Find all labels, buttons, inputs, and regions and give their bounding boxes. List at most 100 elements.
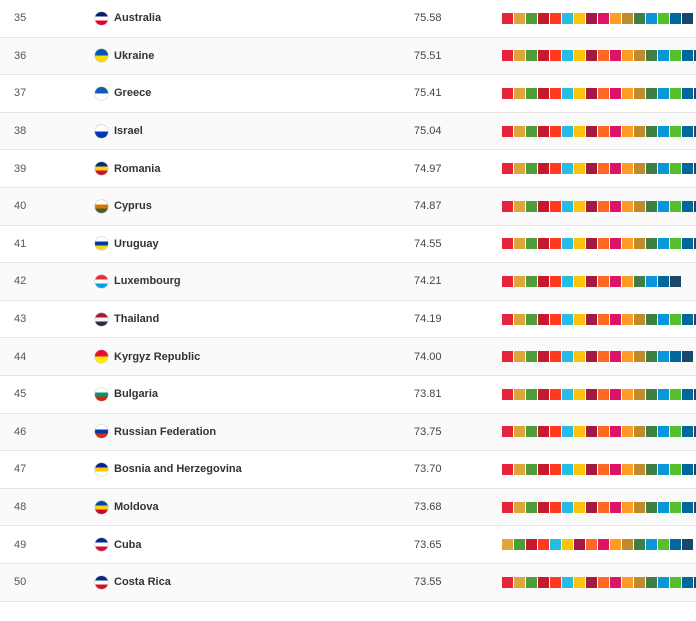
sdg-goal-segment (622, 313, 633, 325)
sdg-goal-segment (562, 351, 573, 363)
sdg-goal-segment (682, 426, 693, 438)
table-row[interactable]: 42 Luxembourg 74.21 (0, 263, 696, 301)
sdg-goal-segment (670, 238, 681, 250)
country-name-link[interactable]: Luxembourg (114, 275, 181, 288)
sdg-goal-segment (658, 388, 669, 400)
flag-romania-icon (95, 162, 108, 176)
sdg-goal-segment (574, 200, 585, 212)
sdg-goal-segment (502, 351, 513, 363)
index-score: 74.00 (414, 350, 442, 363)
country-name-link[interactable]: Romania (114, 162, 161, 175)
table-row[interactable]: 38 Israel 75.04 (0, 112, 696, 151)
sdg-goal-segment (502, 163, 513, 175)
sdg-goal-segment (658, 50, 669, 62)
sdg-goal-segment (502, 50, 513, 62)
sdg-goal-segment (622, 501, 633, 513)
sdg-goal-segment (670, 200, 681, 212)
table-row[interactable]: 44 Kyrgyz Republic 74.00 (0, 338, 696, 376)
table-row[interactable]: 35 Australia 75.58 (0, 0, 696, 38)
table-row[interactable]: 39 Romania 74.97 (0, 150, 696, 188)
country-name-link[interactable]: Russian Federation (114, 425, 217, 438)
table-row[interactable]: 45 Bulgaria 73.81 (0, 376, 696, 414)
table-row[interactable]: 43 Thailand 74.19 (0, 301, 696, 339)
sdg-goal-segment (562, 200, 573, 212)
sdg-goal-segment (634, 426, 645, 438)
sdg-goal-segment (574, 12, 585, 24)
country-name-link[interactable]: Australia (114, 12, 162, 25)
sdg-goal-segment (622, 50, 633, 62)
sdg-goal-segment (586, 12, 597, 24)
sdg-goal-segment (586, 238, 597, 250)
sdg-goal-segment (514, 87, 525, 99)
rank-number: 44 (14, 350, 27, 363)
sdg-goal-segment (622, 275, 633, 287)
sdg-goal-segment (586, 388, 597, 400)
country-name-link[interactable]: Greece (114, 87, 152, 100)
sdg-goal-segment (598, 576, 609, 588)
sdg-goal-segment (514, 539, 525, 551)
sdg-goal-segment (658, 576, 669, 588)
sdg-goal-dashboard-bar (502, 200, 696, 212)
sdg-goal-segment (670, 12, 681, 24)
sdg-goal-segment (634, 50, 645, 62)
table-row[interactable]: 40 Cyprus 74.87 (0, 187, 696, 226)
country-name-link[interactable]: Uruguay (114, 237, 159, 250)
sdg-goal-dashboard-bar (502, 388, 696, 400)
sdg-goal-segment (538, 200, 549, 212)
table-row[interactable]: 37 Greece 75.41 (0, 75, 696, 113)
sdg-goal-segment (670, 313, 681, 325)
sdg-goal-dashboard-bar (502, 238, 696, 250)
table-row[interactable]: 49 Cuba 73.65 (0, 526, 696, 564)
sdg-goal-dashboard-bar (502, 539, 693, 551)
sdg-goal-segment (670, 125, 681, 137)
country-name-link[interactable]: Israel (114, 125, 143, 138)
country-name-link[interactable]: Cuba (114, 538, 142, 551)
sdg-goal-segment (502, 539, 513, 551)
table-row[interactable]: 50 Costa Rica 73.55 (0, 563, 696, 602)
sdg-goal-segment (658, 463, 669, 475)
sdg-goal-segment (514, 501, 525, 513)
sdg-goal-segment (598, 275, 609, 287)
country-name-link[interactable]: Thailand (114, 313, 160, 326)
sdg-goal-segment (658, 351, 669, 363)
country-name-link[interactable]: Moldova (114, 501, 159, 514)
sdg-goal-segment (598, 12, 609, 24)
rank-number: 45 (14, 388, 27, 401)
sdg-goal-segment (538, 313, 549, 325)
sdg-goal-segment (598, 539, 609, 551)
country-name-link[interactable]: Bulgaria (114, 388, 159, 401)
rank-number: 50 (14, 576, 27, 589)
rank-number: 46 (14, 425, 27, 438)
sdg-goal-segment (538, 125, 549, 137)
sdg-goal-segment (622, 238, 633, 250)
sdg-goal-segment (622, 87, 633, 99)
sdg-goal-segment (682, 388, 693, 400)
country-name-link[interactable]: Kyrgyz Republic (114, 350, 201, 363)
table-row[interactable]: 48 Moldova 73.68 (0, 488, 696, 527)
table-row[interactable]: 47 Bosnia and Herzegovina 73.70 (0, 451, 696, 489)
sdg-goal-segment (622, 351, 633, 363)
sdg-goal-segment (670, 426, 681, 438)
country-name-link[interactable]: Bosnia and Herzegovina (114, 463, 242, 476)
sdg-goal-segment (502, 238, 513, 250)
country-name-link[interactable]: Ukraine (114, 49, 155, 62)
table-row[interactable]: 41 Uruguay 74.55 (0, 226, 696, 264)
sdg-goal-segment (550, 426, 561, 438)
sdg-goal-dashboard-bar (502, 501, 696, 513)
sdg-goal-segment (538, 87, 549, 99)
sdg-goal-segment (538, 539, 549, 551)
sdg-goal-segment (550, 87, 561, 99)
sdg-goal-segment (514, 125, 525, 137)
table-row[interactable]: 36 Ukraine 75.51 (0, 37, 696, 76)
sdg-goal-segment (670, 275, 681, 287)
sdg-goal-segment (502, 501, 513, 513)
flag-luxembourg-icon (95, 274, 108, 288)
country-name-link[interactable]: Costa Rica (114, 576, 171, 589)
sdg-goal-segment (586, 463, 597, 475)
sdg-goal-segment (610, 163, 621, 175)
table-row[interactable]: 46 Russian Federation 73.75 (0, 413, 696, 452)
flag-greece-icon (95, 86, 108, 100)
sdg-goal-segment (598, 200, 609, 212)
sdg-goal-segment (574, 501, 585, 513)
country-name-link[interactable]: Cyprus (114, 200, 152, 213)
